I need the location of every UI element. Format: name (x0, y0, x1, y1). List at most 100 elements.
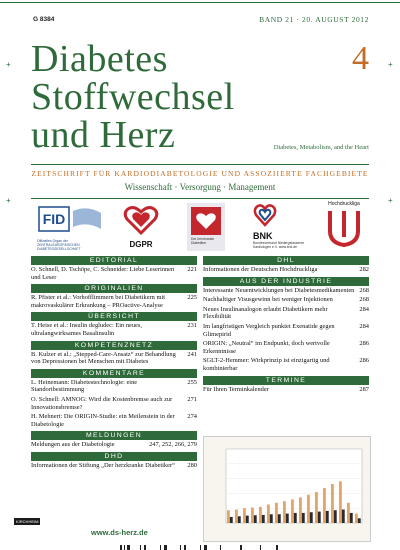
fid-emblem-icon: FID (38, 206, 101, 232)
toc-entry-title: L. Heinemann: Diabetestechnologie: eine … (31, 378, 138, 394)
hochdruckliga-heart-icon (328, 211, 360, 248)
toc-entry: SGLT-2-Hemmer: Wirkprinzip ist einzigart… (203, 356, 369, 373)
chart-bar (285, 513, 289, 523)
toc-entry-page: 287 (359, 385, 369, 393)
cover-chart (203, 436, 371, 542)
chart-bar (250, 507, 254, 523)
dgpr-label: DGPR (129, 240, 153, 249)
chart-bar (269, 514, 273, 523)
toc-entry: Meldungen aus der Diabetologie 247, 252, … (31, 440, 197, 450)
dgpr-heart-icon (123, 206, 159, 236)
issue-number: 4 (352, 40, 369, 77)
toc-entry-title: ORIGIN: „Neutral“ im Endpunkt, doch wert… (203, 340, 330, 355)
toc-entry-title: T. Heise et al.: Insulin degludec: Ein n… (31, 322, 142, 337)
toc-entry: Im langfristigen Vergleich punktet Exena… (203, 322, 369, 339)
crop-mark-right-2: + (388, 196, 393, 205)
toc-entry: R. Pfister et al.: Vorhofflimmern bei Di… (31, 293, 197, 310)
toc-entry-title: Neues Insulinanalogon erlaubt Diabetiker… (203, 305, 328, 321)
toc-entry-title: Nachhaltiger Visusgewinn bei weniger Inj… (203, 296, 333, 304)
chart-bar (306, 494, 310, 523)
section-heading: ÜBERSICHT (31, 312, 197, 322)
toc-entry-title: Interessante Neuentwicklungen bei Diabet… (203, 286, 355, 294)
toc-entry-title: Meldungen aus der Diabetologie (31, 441, 115, 449)
toc-left-column: EDITORIAL O. Schnell, D. Tschöpe, C. Schn… (31, 254, 197, 471)
section-heading: KOMMENTARE (31, 368, 197, 378)
toc-entry-page: 284 (359, 322, 369, 330)
chart-bar (226, 510, 230, 523)
toc-entry-page: 241 (187, 350, 197, 358)
toc-entry-page: 284 (359, 305, 369, 313)
toc-entry-page: 280 (187, 461, 197, 469)
top-border (0, 2, 400, 3)
toc-entry-page: 255 (187, 378, 197, 386)
journal-description: ZEITSCHRIFT FÜR KARDIODIABETOLOGIE UND A… (31, 169, 369, 178)
section-heading: MELDUNGEN (31, 431, 197, 441)
website-link[interactable]: www.ds-herz.de (91, 528, 148, 537)
toc-entry-title: SGLT-2-Hemmer: Wirkprinzip ist einzigart… (203, 357, 330, 372)
herz-diabetiker-icon (187, 203, 225, 251)
chart-bar (237, 516, 241, 523)
divider-top (31, 164, 369, 165)
chart-bar (229, 516, 233, 523)
bnk-label: BNK (253, 231, 273, 241)
toc-entry-title: R. Pfister et al.: Vorhofflimmern bei Di… (31, 294, 166, 309)
chart-bar (330, 483, 334, 523)
chart-bar (309, 512, 313, 523)
section-heading: TERMINE (203, 375, 369, 385)
toc-entry-title: Informationen der Deutschen Hochdrucklig… (203, 266, 318, 273)
chart-bar (261, 514, 265, 523)
toc-entry-page: 247, 252, 266, 279 (149, 441, 197, 449)
toc-entry-page: 268 (359, 286, 369, 294)
chart-bar (325, 510, 329, 523)
journal-topics: Wissenschaft · Versorgung · Management (124, 182, 276, 192)
toc-entry-title: B. Kulzer et al.: „Stepped-Care-Ansatz“ … (31, 350, 176, 366)
toc-entry-page: 268 (359, 296, 369, 304)
toc-entry: ORIGIN: „Neutral“ im Endpunkt, doch wert… (203, 339, 369, 356)
herz-diabetiker-label: Der herzkranke Diabetiker (191, 237, 215, 245)
bnk-logo: BNK Bundesverband Niedergelassener Kardi… (253, 203, 307, 249)
chart-bar (349, 512, 353, 523)
toc-entry-title: Für Ihren Terminkalender (203, 385, 269, 393)
crop-mark-left: + (6, 60, 11, 69)
chart-bar (253, 515, 257, 523)
chart-bar (234, 509, 238, 523)
crop-mark-right: + (388, 60, 393, 69)
chart-bar (242, 508, 246, 523)
toc-entry: Informationen der Deutschen Hochdrucklig… (203, 265, 369, 275)
hochdruckliga-logo: Hochdruckliga (319, 201, 369, 252)
chart-bar (357, 518, 361, 523)
toc-entry: Neues Insulinanalogon erlaubt Diabetiker… (203, 305, 369, 322)
hochdruckliga-label: Hochdruckliga (328, 201, 360, 207)
chart-bar (258, 506, 262, 523)
divider-bottom (31, 198, 369, 199)
toc-entry: Für Ihren Terminkalender 287 (203, 385, 369, 395)
chart-bar (346, 502, 350, 523)
chart-bar (290, 499, 294, 523)
toc-entry-title: O. Schnell, D. Tschöpe, C. Schneider: Li… (31, 266, 175, 281)
toc-entry-page: 225 (187, 294, 197, 302)
barcode-strip (120, 545, 278, 550)
section-heading: DHD (31, 451, 197, 461)
toc-right-column: DHL Informationen der Deutschen Hochdruck… (203, 254, 369, 394)
section-heading: ORIGINALIEN (31, 284, 197, 294)
toc-entry-page: 274 (187, 413, 197, 421)
chart-bar (322, 488, 326, 523)
chart-bar (341, 509, 345, 523)
toc-entry: T. Heise et al.: Insulin degludec: Ein n… (31, 321, 197, 338)
section-heading: KOMPETENZNETZ (31, 340, 197, 350)
fid-text: FID (43, 211, 66, 227)
toc-entry: L. Heinemann: Diabetestechnologie: eine … (31, 378, 197, 395)
toc-entry-title: O. Schnell: AMNOG: Wird die Kostenbremse… (31, 395, 173, 411)
chart-bar (282, 501, 286, 523)
toc-entry-page: 231 (187, 322, 197, 330)
bnk-caption: Bundesverband Niedergelassener Kardiolog… (253, 241, 305, 249)
fid-logo: FID Offizielles Organ der ZENTRALEUROPÄI… (37, 205, 107, 251)
chart-bar (317, 511, 321, 523)
issue-code: G 8384 (33, 16, 55, 23)
toc-entry: Informationen der Stiftung „Der herzkran… (31, 461, 197, 471)
chart-bar (333, 510, 337, 523)
subtitle-english: Diabetes, Metabolism, and the Heart (273, 144, 369, 151)
title-line-3: und Herz (31, 114, 176, 156)
section-heading: AUS DER INDUSTRIE (203, 276, 369, 286)
